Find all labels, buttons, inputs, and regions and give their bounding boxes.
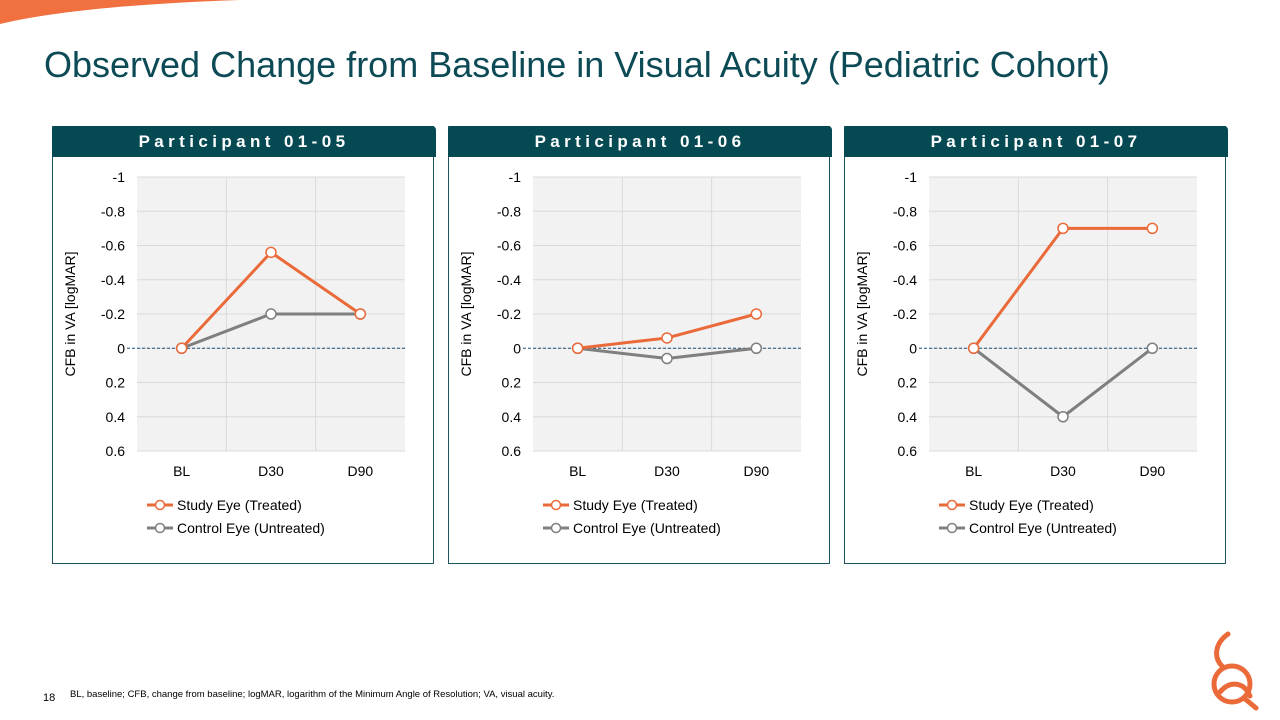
x-tick-label: BL xyxy=(569,463,586,479)
y-tick-label: -0.4 xyxy=(101,272,125,288)
chart-panel-2: Participant 01-06 -1 -0.8 -0.6 -0.4 -0.2 0 0.2… xyxy=(448,126,832,564)
x-tick-label: D30 xyxy=(258,463,284,479)
y-tick-label: -0.8 xyxy=(497,203,521,219)
legend-label: Study Eye (Treated) xyxy=(969,497,1094,513)
y-tick-label: -0.2 xyxy=(101,306,125,322)
panel-header: Participant 01-07 xyxy=(844,126,1228,157)
data-point-study-eye xyxy=(571,342,584,354)
data-point-study-eye xyxy=(1146,222,1159,235)
chart-panel-1: Participant 01-05 -1 -0.8 -0.6 -0.4 -0.2 0 0.2… xyxy=(52,126,436,564)
legend-swatch-marker xyxy=(550,522,562,534)
y-tick-label: 0.4 xyxy=(898,409,918,425)
y-tick-label: 0.4 xyxy=(502,409,522,425)
page-number: 18 xyxy=(43,692,56,704)
y-axis-label: CFB in VA [logMAR] xyxy=(854,251,870,376)
y-tick-label: -0.2 xyxy=(893,306,917,322)
y-tick-label: -0.4 xyxy=(497,272,521,288)
data-point-study-eye xyxy=(750,308,763,320)
y-tick-label: -0.6 xyxy=(893,238,917,254)
panel-header: Participant 01-05 xyxy=(52,126,436,157)
y-tick-label: -1 xyxy=(113,169,126,185)
legend-swatch-marker xyxy=(154,499,166,511)
panel-header: Participant 01-06 xyxy=(448,126,832,157)
legend-label: Control Eye (Untreated) xyxy=(573,520,721,536)
data-point-control-eye xyxy=(265,308,277,320)
data-point-control-eye xyxy=(750,342,763,354)
line-chart: -1 -0.8 -0.6 -0.4 -0.2 0 0.2 0.4 0.6 BL D30 D90 CFB … xyxy=(458,169,801,536)
data-point-study-eye xyxy=(1057,222,1069,235)
legend-label: Study Eye (Treated) xyxy=(573,497,698,513)
x-tick-label: D90 xyxy=(347,463,373,479)
brand-logo-icon xyxy=(1211,631,1259,711)
y-tick-label: 0.6 xyxy=(106,443,126,459)
y-tick-label: 0.2 xyxy=(898,375,918,391)
legend-swatch-marker xyxy=(946,499,958,511)
y-tick-label: 0.4 xyxy=(106,409,126,425)
x-tick-label: D30 xyxy=(654,463,680,479)
y-tick-label: -0.6 xyxy=(101,238,125,254)
y-axis-label: CFB in VA [logMAR] xyxy=(62,251,78,376)
y-tick-label: 0 xyxy=(513,340,521,356)
footnote: BL, baseline; CFB, change from baseline;… xyxy=(70,689,555,700)
data-point-study-eye xyxy=(175,342,188,354)
corner-swoosh xyxy=(0,0,240,24)
y-tick-label: -0.8 xyxy=(101,203,125,219)
x-tick-label: D90 xyxy=(1139,463,1165,479)
x-tick-label: D90 xyxy=(743,463,769,479)
y-axis-label: CFB in VA [logMAR] xyxy=(458,251,474,376)
y-tick-label: -1 xyxy=(509,169,522,185)
legend-swatch-marker xyxy=(154,522,166,534)
legend-label: Study Eye (Treated) xyxy=(177,497,302,513)
y-tick-label: 0.6 xyxy=(502,443,522,459)
data-point-study-eye xyxy=(354,308,367,320)
y-tick-label: 0 xyxy=(117,340,125,356)
data-point-study-eye xyxy=(661,332,673,344)
legend-label: Control Eye (Untreated) xyxy=(177,520,325,536)
y-tick-label: 0.2 xyxy=(106,375,126,391)
x-tick-label: BL xyxy=(173,463,190,479)
y-tick-label: 0.6 xyxy=(898,443,918,459)
page-title: Observed Change from Baseline in Visual … xyxy=(44,44,1110,85)
line-chart: -1 -0.8 -0.6 -0.4 -0.2 0 0.2 0.4 0.6 BL D30 D90 CFB … xyxy=(62,169,405,536)
y-tick-label: -0.8 xyxy=(893,203,917,219)
data-point-control-eye xyxy=(661,352,673,365)
line-chart: -1 -0.8 -0.6 -0.4 -0.2 0 0.2 0.4 0.6 BL D30 D90 CFB … xyxy=(854,169,1197,536)
data-point-study-eye xyxy=(265,246,277,259)
y-tick-label: -0.4 xyxy=(893,272,917,288)
data-point-study-eye xyxy=(967,342,980,354)
y-tick-label: 0 xyxy=(909,340,917,356)
y-tick-label: 0.2 xyxy=(502,375,522,391)
x-tick-label: BL xyxy=(965,463,982,479)
y-tick-label: -0.6 xyxy=(497,238,521,254)
y-tick-label: -1 xyxy=(905,169,918,185)
y-tick-label: -0.2 xyxy=(497,306,521,322)
legend-swatch-marker xyxy=(550,499,562,511)
data-point-control-eye xyxy=(1057,411,1069,423)
chart-panel-3: Participant 01-07 -1 -0.8 -0.6 -0.4 -0.2 0 0.2… xyxy=(844,126,1228,564)
legend-swatch-marker xyxy=(946,522,958,534)
data-point-control-eye xyxy=(1146,342,1159,354)
x-tick-label: D30 xyxy=(1050,463,1076,479)
legend-label: Control Eye (Untreated) xyxy=(969,520,1117,536)
